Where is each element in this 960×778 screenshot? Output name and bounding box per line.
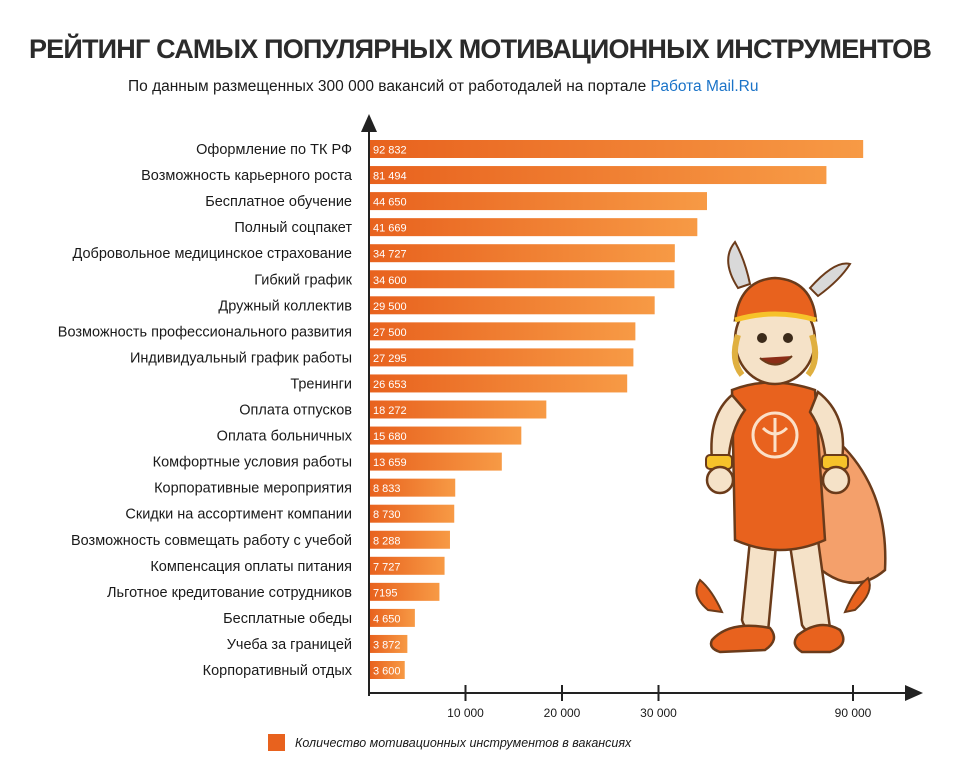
category-label: Скидки на ассортимент компании bbox=[125, 507, 352, 523]
value-label: 8 288 bbox=[373, 535, 401, 547]
value-label: 44 650 bbox=[373, 197, 407, 209]
category-label: Тренинги bbox=[290, 376, 352, 392]
value-label: 7195 bbox=[373, 587, 397, 599]
bar bbox=[370, 634, 408, 653]
bar bbox=[370, 270, 675, 289]
bar bbox=[370, 608, 415, 627]
chart-title: РЕЙТИНГ САМЫХ ПОПУЛЯРНЫХ МОТИВАЦИОННЫХ И… bbox=[28, 34, 932, 64]
x-tick-label: 90 000 bbox=[835, 706, 872, 720]
category-label: Компенсация оплаты питания bbox=[150, 559, 352, 575]
subtitle-text: По данным размещенных 300 000 вакансий о… bbox=[128, 78, 651, 95]
category-label: Учеба за границей bbox=[227, 637, 352, 653]
value-label: 34 600 bbox=[373, 275, 407, 287]
x-tick-label: 30 000 bbox=[640, 706, 677, 720]
value-label: 27 295 bbox=[373, 353, 407, 365]
bar bbox=[370, 322, 636, 341]
category-label: Возможность профессионального развития bbox=[58, 324, 352, 340]
x-tick-label: 10 000 bbox=[447, 706, 484, 720]
bar bbox=[370, 244, 675, 263]
bar bbox=[370, 296, 655, 315]
value-label: 8 730 bbox=[373, 509, 401, 521]
bar bbox=[370, 166, 827, 185]
bar bbox=[370, 452, 502, 471]
category-label: Бесплатные обеды bbox=[223, 611, 352, 627]
category-label: Оплата больничных bbox=[217, 429, 353, 445]
value-label: 92 832 bbox=[373, 145, 407, 157]
bar bbox=[370, 556, 445, 575]
bar bbox=[370, 400, 547, 419]
value-label: 7 727 bbox=[373, 561, 401, 573]
category-label: Льготное кредитование сотрудников bbox=[107, 585, 352, 601]
category-label: Комфортные условия работы bbox=[153, 455, 352, 471]
bar bbox=[370, 348, 634, 367]
value-label: 15 680 bbox=[373, 431, 407, 443]
category-label: Возможность карьерного роста bbox=[141, 168, 353, 184]
bar bbox=[370, 426, 522, 445]
category-label: Индивидуальный график работы bbox=[130, 350, 352, 366]
category-label: Оформление по ТК РФ bbox=[196, 142, 352, 158]
hermes-mascot-icon bbox=[695, 240, 887, 654]
bar bbox=[370, 218, 698, 237]
value-label: 27 500 bbox=[373, 327, 407, 339]
category-label: Корпоративный отдых bbox=[203, 663, 353, 679]
value-label: 41 669 bbox=[373, 223, 407, 235]
category-label: Гибкий график bbox=[254, 272, 352, 288]
chart-legend: Количество мотивационных инструментов в … bbox=[268, 734, 631, 751]
chart-subtitle: По данным размещенных 300 000 вакансий о… bbox=[128, 78, 759, 96]
category-label: Возможность совмещать работу с учебой bbox=[71, 533, 352, 549]
value-label: 26 653 bbox=[373, 379, 407, 391]
bar bbox=[370, 374, 628, 393]
value-label: 13 659 bbox=[373, 457, 407, 469]
bar bbox=[370, 582, 440, 601]
value-label: 81 494 bbox=[373, 171, 407, 183]
category-label: Полный соцпакет bbox=[234, 220, 352, 236]
bar bbox=[370, 140, 864, 158]
category-label: Оплата отпусков bbox=[239, 403, 352, 419]
category-label: Добровольное медицинское страхование bbox=[73, 246, 353, 262]
bar bbox=[370, 661, 405, 679]
value-label: 34 727 bbox=[373, 249, 407, 261]
value-label: 3 872 bbox=[373, 639, 401, 651]
bar bbox=[370, 504, 455, 523]
legend-swatch bbox=[268, 734, 285, 751]
bar bbox=[370, 192, 707, 211]
bar bbox=[370, 530, 450, 549]
value-label: 29 500 bbox=[373, 301, 407, 313]
value-label: 8 833 bbox=[373, 483, 401, 495]
category-label: Бесплатное обучение bbox=[205, 194, 352, 210]
x-tick-label: 20 000 bbox=[544, 706, 581, 720]
legend-label: Количество мотивационных инструментов в … bbox=[295, 735, 632, 750]
brand-link[interactable]: Работа Mail.Ru bbox=[650, 78, 759, 95]
value-label: 3 600 bbox=[373, 666, 401, 678]
category-label: Дружный коллектив bbox=[218, 298, 352, 314]
value-label: 18 272 bbox=[373, 405, 407, 417]
value-label: 4 650 bbox=[373, 613, 401, 625]
category-label: Корпоративные мероприятия bbox=[154, 481, 352, 497]
bar bbox=[370, 478, 456, 497]
